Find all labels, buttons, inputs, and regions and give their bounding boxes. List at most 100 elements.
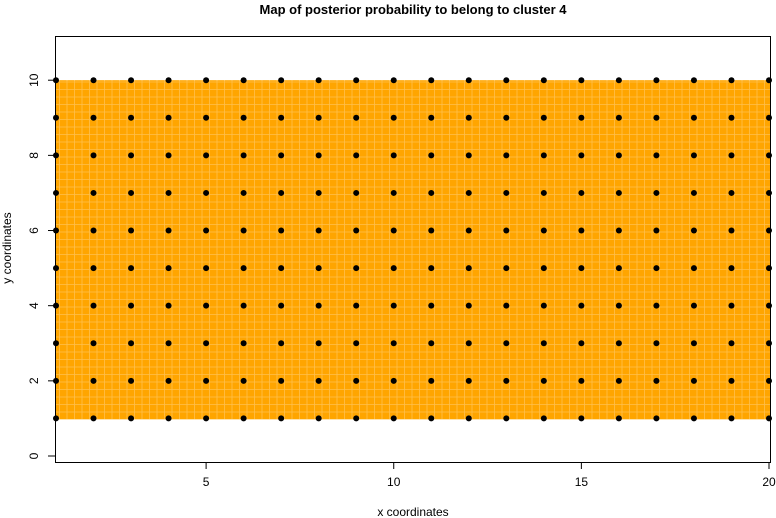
- data-point: [203, 152, 210, 159]
- y-tick-label: 0: [27, 452, 41, 459]
- data-point: [353, 415, 360, 422]
- data-point: [578, 340, 585, 347]
- data-point: [690, 415, 697, 422]
- data-point: [540, 340, 547, 347]
- data-point: [690, 114, 697, 121]
- data-point: [128, 114, 135, 121]
- data-point: [428, 77, 435, 84]
- data-point: [690, 77, 697, 84]
- x-tick-label: 20: [762, 475, 776, 489]
- data-point: [165, 377, 172, 384]
- data-point: [90, 114, 97, 121]
- data-point: [465, 265, 472, 272]
- data-point: [203, 265, 210, 272]
- data-point: [90, 227, 97, 234]
- data-point: [465, 189, 472, 196]
- data-point: [203, 340, 210, 347]
- data-point: [90, 77, 97, 84]
- data-point: [128, 415, 135, 422]
- data-point: [766, 227, 772, 234]
- data-point: [315, 265, 322, 272]
- data-point: [728, 302, 735, 309]
- data-point: [278, 152, 285, 159]
- data-point: [278, 114, 285, 121]
- data-point: [165, 265, 172, 272]
- data-point: [766, 152, 772, 159]
- data-point: [240, 340, 247, 347]
- data-point: [465, 302, 472, 309]
- data-point: [165, 227, 172, 234]
- data-point: [578, 114, 585, 121]
- data-point: [503, 415, 510, 422]
- data-point: [503, 77, 510, 84]
- data-point: [465, 114, 472, 121]
- data-point: [615, 227, 622, 234]
- data-point: [615, 340, 622, 347]
- data-point: [465, 152, 472, 159]
- data-point: [240, 189, 247, 196]
- data-point: [390, 189, 397, 196]
- data-point: [315, 77, 322, 84]
- data-point: [353, 77, 360, 84]
- data-point: [653, 77, 660, 84]
- data-point: [503, 227, 510, 234]
- data-point: [428, 340, 435, 347]
- data-point: [428, 227, 435, 234]
- y-tick-label: 10: [27, 73, 41, 87]
- data-point: [128, 227, 135, 234]
- data-point: [653, 114, 660, 121]
- data-point: [203, 415, 210, 422]
- data-point: [203, 227, 210, 234]
- data-point: [766, 189, 772, 196]
- data-point: [540, 227, 547, 234]
- data-point: [653, 265, 660, 272]
- data-point: [728, 152, 735, 159]
- data-point: [653, 302, 660, 309]
- data-point: [240, 227, 247, 234]
- data-point: [578, 415, 585, 422]
- data-point: [578, 227, 585, 234]
- data-point: [465, 227, 472, 234]
- data-point: [165, 189, 172, 196]
- data-point: [503, 189, 510, 196]
- data-point: [240, 265, 247, 272]
- data-point: [728, 189, 735, 196]
- data-point: [390, 415, 397, 422]
- data-point: [240, 77, 247, 84]
- data-point: [390, 114, 397, 121]
- data-point: [278, 189, 285, 196]
- data-point: [766, 415, 772, 422]
- data-point: [766, 77, 772, 84]
- data-point: [390, 377, 397, 384]
- data-point: [503, 377, 510, 384]
- data-point: [353, 265, 360, 272]
- data-point: [465, 377, 472, 384]
- data-point: [653, 152, 660, 159]
- data-point: [90, 377, 97, 384]
- data-point: [615, 189, 622, 196]
- data-point: [540, 265, 547, 272]
- data-point: [615, 77, 622, 84]
- data-point: [653, 377, 660, 384]
- x-axis-label: x coordinates: [377, 505, 448, 518]
- data-point: [315, 377, 322, 384]
- data-point: [540, 415, 547, 422]
- x-tick-label: 5: [203, 475, 210, 489]
- data-point: [390, 227, 397, 234]
- data-point: [203, 302, 210, 309]
- data-point: [540, 77, 547, 84]
- data-point: [128, 302, 135, 309]
- data-point: [90, 302, 97, 309]
- data-point: [578, 189, 585, 196]
- data-point: [165, 340, 172, 347]
- data-point: [90, 189, 97, 196]
- data-point: [353, 340, 360, 347]
- data-point: [766, 114, 772, 121]
- data-point: [165, 415, 172, 422]
- data-point: [353, 302, 360, 309]
- data-point: [428, 302, 435, 309]
- data-point: [615, 302, 622, 309]
- data-point: [390, 265, 397, 272]
- data-point: [165, 77, 172, 84]
